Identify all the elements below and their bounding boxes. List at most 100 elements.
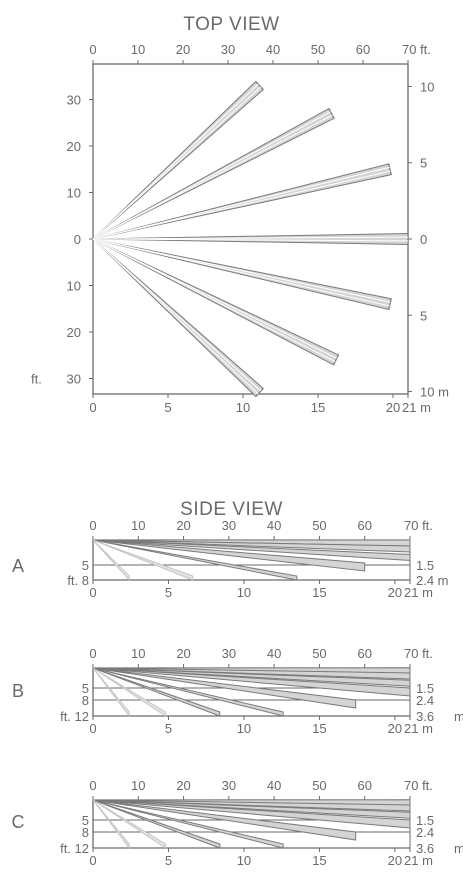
side-view-beam bbox=[92, 667, 284, 717]
side-right-label: 1.5 bbox=[416, 681, 434, 696]
beam-center-line bbox=[92, 238, 259, 395]
right-axis-label: 0 bbox=[420, 232, 427, 247]
side-view-beam bbox=[92, 799, 221, 849]
top-axis-label: 10 bbox=[131, 42, 145, 57]
side-view-beam bbox=[92, 667, 411, 697]
right-axis-label: 5 bbox=[420, 156, 427, 171]
beam-zone bbox=[92, 667, 130, 718]
beam-zone bbox=[92, 667, 284, 717]
side-top-axis-label: 20 bbox=[176, 646, 190, 661]
side-right-label: 3.6 bbox=[416, 841, 434, 856]
side-bottom-axis-label: 15 bbox=[312, 585, 326, 600]
bottom-axis-label: 0 bbox=[89, 400, 96, 415]
side-view-beam bbox=[92, 539, 298, 581]
side-view-beam bbox=[92, 539, 411, 553]
right-axis-label: 10 m bbox=[420, 385, 449, 400]
beam-zone bbox=[92, 539, 130, 582]
side-top-axis-label: 0 bbox=[89, 778, 96, 793]
top-axis-label: 60 bbox=[356, 42, 370, 57]
side-bottom-axis-label: 5 bbox=[165, 853, 172, 868]
bottom-axis-label: 20 bbox=[386, 400, 400, 415]
top-axis-label: 50 bbox=[311, 42, 325, 57]
side-bottom-axis-label: 10 bbox=[237, 721, 251, 736]
right-axis-label: 5 bbox=[420, 308, 427, 323]
side-view-beam bbox=[92, 667, 357, 709]
side-bottom-axis-label: 15 bbox=[312, 721, 326, 736]
side-view-beam bbox=[92, 799, 284, 849]
beam-end bbox=[388, 163, 392, 175]
beam-center-line bbox=[92, 170, 391, 240]
side-top-axis-label: 30 bbox=[222, 518, 236, 533]
panel-letter: C bbox=[12, 812, 25, 832]
beam-zone bbox=[92, 539, 411, 553]
beam-center-line bbox=[92, 114, 333, 240]
side-bottom-axis-label: 21 m bbox=[404, 585, 433, 600]
beam-end bbox=[328, 108, 335, 119]
beam-zone bbox=[92, 539, 411, 562]
side-top-axis-label: 50 bbox=[312, 778, 326, 793]
side-top-axis-label: 10 bbox=[131, 646, 145, 661]
side-bottom-axis-label: 20 bbox=[388, 721, 402, 736]
side-bottom-axis-label: 21 m bbox=[404, 721, 433, 736]
side-top-axis-label: 50 bbox=[312, 646, 326, 661]
side-top-axis-label: 40 bbox=[267, 778, 281, 793]
side-bottom-axis-label: 10 bbox=[237, 853, 251, 868]
side-right-label: 2.4 m bbox=[416, 573, 449, 588]
bottom-axis-label: 21 m bbox=[402, 400, 431, 415]
beam-center-line bbox=[92, 83, 259, 240]
side-view-beam bbox=[92, 667, 130, 718]
left-axis-label: 30 bbox=[67, 372, 81, 387]
top-view-beam bbox=[92, 238, 264, 398]
beam-end bbox=[333, 354, 339, 366]
beam-zone bbox=[92, 667, 221, 717]
side-left-label: ft. 12 bbox=[60, 709, 89, 724]
side-top-axis-label: 50 bbox=[312, 518, 326, 533]
left-axis-unit: ft. bbox=[31, 372, 42, 387]
side-right-label: 2.4 bbox=[416, 693, 434, 708]
bottom-axis-label: 5 bbox=[164, 400, 171, 415]
top-view-beam bbox=[92, 238, 392, 311]
side-bottom-axis-label: 5 bbox=[165, 585, 172, 600]
side-top-axis-label: 0 bbox=[89, 518, 96, 533]
beam-center-line bbox=[92, 166, 390, 240]
side-bottom-axis-label: 10 bbox=[237, 585, 251, 600]
side-left-label: 8 bbox=[82, 693, 89, 708]
top-view-beam bbox=[92, 163, 392, 240]
side-view-beam bbox=[92, 539, 194, 581]
side-top-axis-label: 60 bbox=[357, 778, 371, 793]
side-bottom-axis-label: 21 m bbox=[404, 853, 433, 868]
left-axis-label: 10 bbox=[67, 279, 81, 294]
top-view-beam bbox=[92, 107, 335, 240]
beam-zone bbox=[92, 799, 166, 849]
beam-zone bbox=[92, 799, 130, 850]
side-view-title: SIDE VIEW bbox=[180, 499, 283, 520]
left-axis-label: 30 bbox=[67, 93, 81, 108]
side-left-label: 8 bbox=[82, 825, 89, 840]
side-right-label: m bbox=[454, 709, 463, 724]
beam-center-line bbox=[92, 236, 409, 240]
side-right-label: 2.4 bbox=[416, 825, 434, 840]
side-view-beam bbox=[92, 667, 221, 717]
side-right-label: 1.5 bbox=[416, 813, 434, 828]
side-left-label: ft. 12 bbox=[60, 841, 89, 856]
beam-center-line bbox=[92, 238, 390, 307]
side-view-beam bbox=[92, 799, 166, 849]
side-view-beam bbox=[92, 667, 166, 717]
side-top-axis-label: 40 bbox=[267, 518, 281, 533]
beam-center-line bbox=[92, 238, 338, 359]
beam-end bbox=[388, 298, 392, 310]
top-axis-label: 30 bbox=[221, 42, 235, 57]
side-bottom-axis-label: 20 bbox=[388, 853, 402, 868]
side-right-label: 1.5 bbox=[416, 558, 434, 573]
beam-center-line bbox=[92, 238, 409, 242]
side-bottom-axis-label: 0 bbox=[89, 721, 96, 736]
side-left-label: ft. 8 bbox=[67, 573, 89, 588]
left-axis-label: 20 bbox=[67, 325, 81, 340]
left-axis-label: 0 bbox=[74, 232, 81, 247]
left-axis-label: 20 bbox=[67, 139, 81, 154]
bottom-axis-label: 15 bbox=[311, 400, 325, 415]
side-top-axis-label: 40 bbox=[267, 646, 281, 661]
right-axis-label: 10 bbox=[420, 79, 434, 94]
top-axis-label: 20 bbox=[176, 42, 190, 57]
